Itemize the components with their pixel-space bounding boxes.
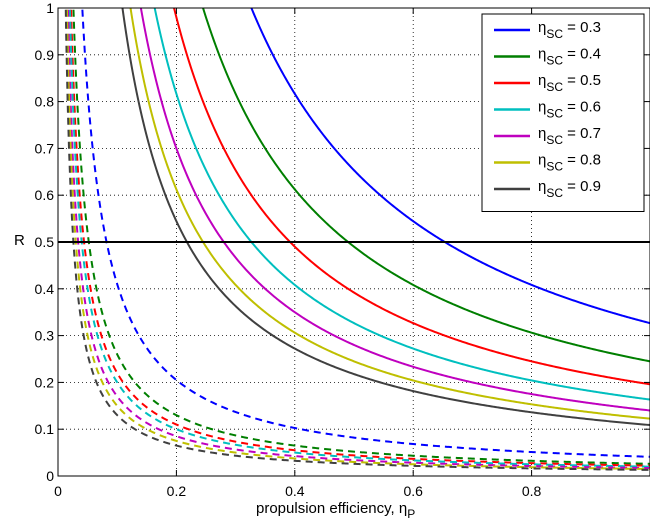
series-line [173,8,650,386]
series-line [153,8,650,401]
legend-label: ηSC = 0.6 [538,99,601,121]
series-line [121,8,650,427]
y-tick-label: 0.7 [35,140,55,156]
x-tick-label: 0.8 [522,483,542,499]
legend: ηSC = 0.3 ηSC = 0.4 ηSC = 0.5 ηSC = 0.6 ηSC … [481,13,645,212]
series-dashed-line [68,8,650,468]
series-dashed-line [70,8,650,467]
ticks [57,7,650,477]
series-line [139,8,650,412]
series-dashed-line [67,8,650,470]
curves [64,8,650,471]
x-axis-label-text: propulsion efficiency, η [256,500,407,517]
legend-label: ηSC = 0.5 [538,72,601,94]
series-dashed-line [72,8,650,465]
y-tick-label: 0.5 [35,234,55,250]
y-tick-label: 0.6 [35,187,55,203]
series-dashed-line [81,8,650,458]
legend-label: ηSC = 0.7 [538,125,601,147]
legend-label: ηSC = 0.8 [538,152,601,174]
y-tick-label: 1 [46,0,54,16]
y-tick-label: 0.8 [35,94,55,110]
series-line [250,8,650,325]
y-tick-label: 0.1 [35,421,55,437]
x-axis-label: propulsion efficiency, ηP [256,500,415,521]
y-axis-label: R [14,232,25,249]
x-axis-label-subscript: P [407,507,415,521]
y-tick-label: 0.9 [35,47,55,63]
y-tick-label: 0.3 [35,328,55,344]
x-tick-label: 0 [54,483,62,499]
legend-label: ηSC = 0.9 [538,178,601,200]
x-tick-label: 0.4 [285,483,305,499]
series-line [129,8,650,420]
x-tick-label: 0.6 [403,483,423,499]
legend-box [481,13,645,212]
series-dashed-line [64,8,650,471]
legend-label: ηSC = 0.4 [538,46,601,68]
legend-label: ηSC = 0.3 [538,19,601,41]
x-tick-label: 0.2 [167,483,187,499]
y-tick-label: 0.4 [35,281,55,297]
y-tick-label: 0 [46,468,54,484]
series-dashed-line [65,8,650,470]
series-line [201,8,650,363]
tick-labels: 0 0.2 0.4 0.6 0.8 0 0.1 0.2 0.3 0.4 0.5 0.6 0.7 0.8 0.… [35,0,542,499]
y-tick-label: 0.2 [35,374,55,390]
